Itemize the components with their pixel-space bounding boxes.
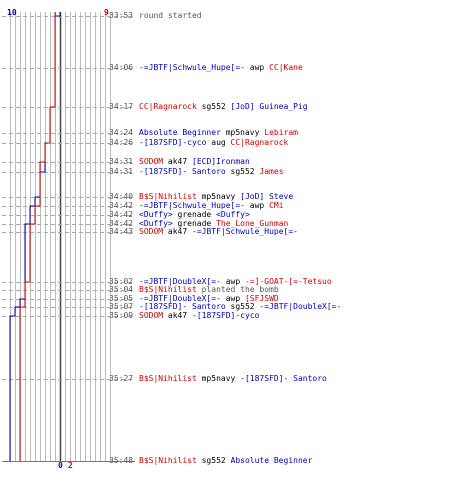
event-time: 35:02: [109, 277, 134, 286]
event-time: 34:06: [109, 63, 134, 72]
red-start-count: 9: [104, 8, 109, 17]
red-end-count: 2: [68, 461, 73, 470]
event-time: 34:26: [109, 138, 134, 147]
event-time: 34:42: [109, 201, 134, 210]
event-text: grenade: [172, 210, 217, 219]
event-text: SODOM: [139, 157, 164, 166]
event-text: sg552: [196, 102, 231, 111]
event-time: 34:24: [109, 128, 134, 137]
event-time: 34:31: [109, 167, 134, 176]
event-row: 34:43 SODOM ak47 -=JBTF|Schwule_Hupe[=-: [109, 227, 298, 236]
event-text: -=JBTF|DoubleX[=-: [259, 302, 342, 311]
event-text: SODOM: [139, 227, 164, 236]
event-row: 34:42 -=JBTF|Schwule_Hupe[=- awp CMi: [109, 201, 284, 210]
event-row: 35:05 -=JBTF|DoubleX[=- awp [SFJSWD: [109, 294, 279, 303]
event-row: 34:26 -[187SFD]-cyco aug CC|Ragnarock: [109, 138, 288, 147]
event-text: Absolute Beginner: [139, 128, 221, 137]
event-row: 35:27 B$S|Nihilist mp5navy -[187SFD]- San…: [109, 374, 327, 383]
event-row: 35:48 B$S|Nihilist sg552 Absolute Beginne…: [109, 456, 312, 465]
event-text: Lebiram: [264, 128, 298, 137]
event-text: [SFJSWD: [244, 294, 279, 303]
event-text: sg552: [225, 302, 260, 311]
event-text: awp: [220, 277, 245, 286]
event-text: awp: [220, 294, 245, 303]
event-row: 35:09 SODOM ak47 -[187SFD]-cyco: [109, 311, 259, 320]
event-text: ak47: [163, 227, 192, 236]
event-text: mp5navy: [196, 374, 241, 383]
event-text: CMi: [269, 201, 284, 210]
event-text: -[187SFD]- Santoro: [139, 302, 226, 311]
event-text: [JoD] Guinea_Pig: [230, 102, 308, 111]
event-row: 34:17 CC|Ragnarock sg552 [JoD] Guinea_Pig: [109, 102, 308, 111]
event-text: sg552: [225, 167, 260, 176]
event-text: <Duffy>: [216, 210, 250, 219]
event-row: 34:31 SODOM ak47 [ECD]Ironman: [109, 157, 250, 166]
event-text: [ECD]Ironman: [192, 157, 250, 166]
event-time: 35:48: [109, 456, 134, 465]
event-text: -[187SFD]- Santoro: [240, 374, 327, 383]
event-row: 34:42 <Duffy> grenade <Duffy>: [109, 210, 250, 219]
event-row: 34:24 Absolute Beginner mp5navy Lebiram: [109, 128, 298, 137]
event-text: aug: [206, 138, 231, 147]
event-time: 35:27: [109, 374, 134, 383]
event-time: 35:05: [109, 294, 134, 303]
event-time: 34:42: [109, 210, 134, 219]
blue-start-count: 10: [7, 8, 17, 17]
event-text: <Duffy>: [139, 219, 173, 228]
event-text: -=]-GOAT-[=-Tetsuo: [244, 277, 332, 286]
event-text: Absolute Beginner: [230, 456, 313, 465]
red-team-line: [19, 12, 56, 461]
event-text: B$S|Nihilist: [139, 374, 197, 383]
event-text: planted the bomb: [196, 285, 279, 294]
event-row: 33:53 round started: [109, 11, 202, 20]
event-text: B$S|Nihilist: [139, 192, 197, 201]
event-time: 35:07: [109, 302, 134, 311]
event-text: grenade: [172, 219, 217, 228]
event-text: CC|Kane: [269, 63, 303, 72]
event-text: mp5navy: [196, 192, 241, 201]
event-row: 34:06 -=JBTF|Schwule_Hupe[=- awp CC|Kane: [109, 63, 303, 72]
event-text: B$S|Nihilist: [139, 456, 197, 465]
event-text: -[187SFD]- Santoro: [139, 167, 226, 176]
event-text: [JoD] Steve: [240, 192, 294, 201]
event-text: awp: [244, 63, 270, 72]
event-text: James: [259, 167, 284, 176]
event-text: -[187SFD]-cyco: [192, 311, 260, 320]
event-time: 34:17: [109, 102, 134, 111]
event-text: awp: [244, 201, 270, 210]
event-text: B$S|Nihilist: [139, 285, 197, 294]
event-time: 34:40: [109, 192, 134, 201]
event-text: round started: [139, 11, 202, 20]
event-row: 35:04 B$S|Nihilist planted the bomb: [109, 285, 279, 294]
event-text: The_Lone_Gunman: [216, 219, 289, 228]
event-text: -=JBTF|Schwule_Hupe[=-: [139, 63, 245, 72]
event-row: 35:07 -[187SFD]- Santoro sg552 -=JBTF|Dou…: [109, 302, 341, 311]
event-time: 34:43: [109, 227, 134, 236]
event-text: CC|Ragnarock: [139, 102, 197, 111]
event-time: 34:42: [109, 219, 134, 228]
event-time: 34:31: [109, 157, 134, 166]
event-time: 33:53: [109, 11, 134, 20]
event-text: -=JBTF|Schwule_Hupe[=-: [192, 227, 298, 236]
event-text: -=JBTF|DoubleX[=-: [139, 277, 221, 286]
event-text: -[187SFD]-cyco: [139, 138, 207, 147]
event-text: <Duffy>: [139, 210, 173, 219]
event-row: 34:40 B$S|Nihilist mp5navy [JoD] Steve: [109, 192, 293, 201]
event-text: ak47: [163, 157, 192, 166]
event-text: ak47: [163, 311, 192, 320]
event-row: 34:42 <Duffy> grenade The_Lone_Gunman: [109, 219, 288, 228]
event-text: SODOM: [139, 311, 164, 320]
event-text: sg552: [196, 456, 231, 465]
event-row: 34:31 -[187SFD]- Santoro sg552 James: [109, 167, 284, 176]
event-time: 35:04: [109, 285, 134, 294]
event-text: CC|Ragnarock: [230, 138, 289, 147]
event-row: 35:02 -=JBTF|DoubleX[=- awp -=]-GOAT-[=-T…: [109, 277, 332, 286]
blue-end-count: 0: [58, 461, 63, 470]
event-time: 35:09: [109, 311, 134, 320]
event-text: -=JBTF|DoubleX[=-: [139, 294, 221, 303]
event-text: mp5navy: [220, 128, 265, 137]
event-text: -=JBTF|Schwule_Hupe[=-: [139, 201, 245, 210]
